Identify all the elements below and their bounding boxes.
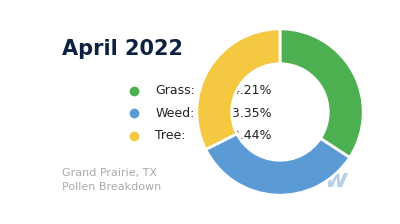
Text: April 2022: April 2022	[62, 39, 183, 59]
Text: Tree:: Tree:	[155, 129, 186, 142]
Text: 32.44%: 32.44%	[224, 129, 271, 142]
Wedge shape	[206, 134, 350, 195]
Text: Pollen Breakdown: Pollen Breakdown	[62, 182, 162, 192]
Text: Grand Prairie, TX: Grand Prairie, TX	[62, 168, 158, 178]
Text: 34.21%: 34.21%	[224, 84, 271, 97]
Wedge shape	[197, 29, 280, 149]
Wedge shape	[280, 29, 363, 157]
Text: 33.35%: 33.35%	[224, 107, 271, 120]
Text: w: w	[324, 168, 348, 192]
Text: Weed:: Weed:	[155, 107, 195, 120]
Text: Grass:: Grass:	[155, 84, 195, 97]
